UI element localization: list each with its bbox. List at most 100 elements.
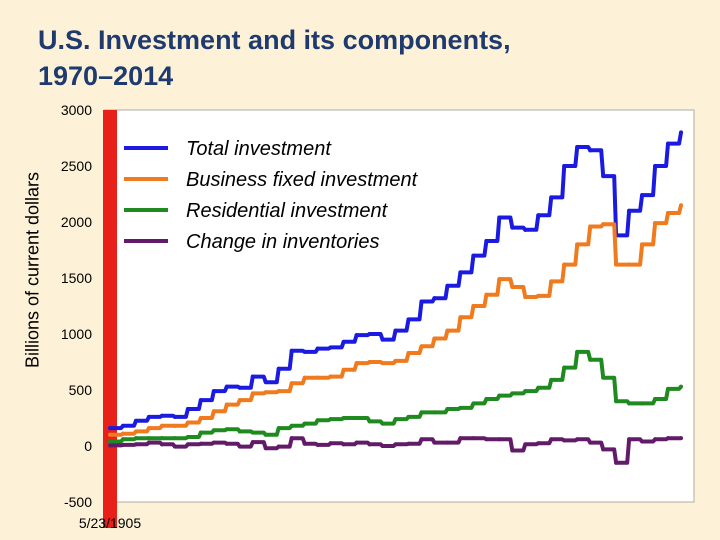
series-point bbox=[172, 414, 177, 419]
series-point bbox=[354, 416, 359, 420]
series-point bbox=[471, 401, 476, 406]
series-point bbox=[198, 441, 203, 446]
highlight-bar bbox=[103, 110, 117, 528]
series-point bbox=[224, 441, 229, 446]
series-point bbox=[133, 436, 138, 441]
series-point bbox=[562, 262, 567, 267]
series-point bbox=[484, 239, 489, 244]
series-point bbox=[108, 443, 112, 448]
series-point bbox=[458, 315, 463, 320]
series-point bbox=[172, 444, 177, 449]
y-tick-label: 2000 bbox=[61, 214, 92, 230]
series-point bbox=[484, 396, 489, 401]
series-point bbox=[302, 375, 307, 380]
series-point bbox=[289, 348, 294, 353]
series-point bbox=[393, 328, 398, 333]
series-point bbox=[471, 436, 476, 441]
series-point bbox=[354, 333, 359, 338]
series-point bbox=[276, 389, 281, 394]
series-point bbox=[289, 436, 294, 441]
series-point bbox=[497, 277, 502, 282]
series-point bbox=[627, 437, 632, 442]
series-point bbox=[536, 293, 541, 298]
series-point bbox=[497, 215, 502, 220]
y-tick-label: 2500 bbox=[61, 158, 92, 174]
series-point bbox=[432, 440, 437, 445]
series-point bbox=[406, 414, 411, 419]
series-point bbox=[328, 374, 333, 379]
series-point bbox=[588, 440, 593, 445]
series-point bbox=[133, 442, 138, 447]
series-point bbox=[146, 440, 151, 445]
series-point bbox=[367, 442, 372, 447]
series-point bbox=[341, 339, 346, 344]
series-point bbox=[588, 357, 593, 362]
series-point bbox=[497, 437, 502, 442]
series-point bbox=[250, 391, 255, 396]
series-point bbox=[614, 262, 619, 267]
series-point bbox=[263, 432, 268, 437]
series-point bbox=[510, 448, 515, 453]
y-tick-label: 1500 bbox=[61, 270, 92, 286]
series-point bbox=[159, 442, 164, 447]
series-point bbox=[367, 360, 372, 364]
y-tick-label: 1000 bbox=[61, 326, 92, 342]
series-point bbox=[341, 442, 346, 447]
series-point bbox=[302, 421, 307, 426]
series-point bbox=[601, 222, 606, 227]
series-point bbox=[666, 211, 671, 216]
series-point bbox=[614, 460, 619, 465]
series-point bbox=[679, 130, 684, 135]
series-point bbox=[679, 436, 684, 441]
series-point bbox=[211, 389, 216, 394]
series-point bbox=[601, 447, 606, 452]
chart-title: U.S. Investment and its components, 1970… bbox=[38, 22, 511, 94]
series-point bbox=[549, 279, 554, 284]
series-point bbox=[523, 295, 528, 300]
series-point bbox=[653, 396, 658, 401]
series-point bbox=[640, 401, 645, 406]
series-point bbox=[315, 418, 320, 423]
series-point bbox=[536, 385, 541, 390]
legend-label: Residential investment bbox=[186, 200, 389, 222]
series-point bbox=[562, 164, 567, 168]
series-point bbox=[458, 405, 463, 410]
series-point bbox=[575, 437, 580, 442]
series-point bbox=[146, 436, 151, 441]
series-point bbox=[458, 270, 463, 275]
series-point bbox=[302, 349, 307, 354]
series-point bbox=[120, 431, 125, 436]
x-tick-label: 5/23/1905 bbox=[79, 515, 141, 531]
series-point bbox=[185, 435, 190, 440]
series-point bbox=[562, 365, 567, 370]
series-point bbox=[185, 442, 190, 447]
series-point bbox=[328, 441, 333, 446]
series-point bbox=[666, 386, 671, 391]
legend-label: Total investment bbox=[186, 138, 332, 160]
series-point bbox=[679, 203, 684, 208]
series-point bbox=[185, 407, 190, 412]
series-point bbox=[549, 437, 554, 442]
series-point bbox=[484, 292, 489, 297]
series-point bbox=[159, 413, 164, 418]
series-point bbox=[302, 441, 307, 446]
series-point bbox=[627, 208, 632, 213]
series-point bbox=[133, 418, 138, 423]
series-point bbox=[263, 446, 268, 451]
series-point bbox=[458, 436, 463, 441]
series-point bbox=[159, 436, 164, 441]
series-point bbox=[601, 174, 606, 179]
series-point bbox=[328, 345, 333, 350]
series-point bbox=[640, 193, 645, 198]
legend-label: Change in inventories bbox=[186, 231, 379, 253]
series-point bbox=[549, 377, 554, 382]
series-point bbox=[315, 346, 320, 351]
series-point bbox=[354, 361, 359, 366]
series-point bbox=[549, 195, 554, 200]
series-point bbox=[419, 410, 424, 415]
series-point bbox=[367, 419, 372, 424]
series-point bbox=[159, 423, 164, 428]
series-point bbox=[263, 380, 268, 385]
series-point bbox=[484, 437, 489, 442]
